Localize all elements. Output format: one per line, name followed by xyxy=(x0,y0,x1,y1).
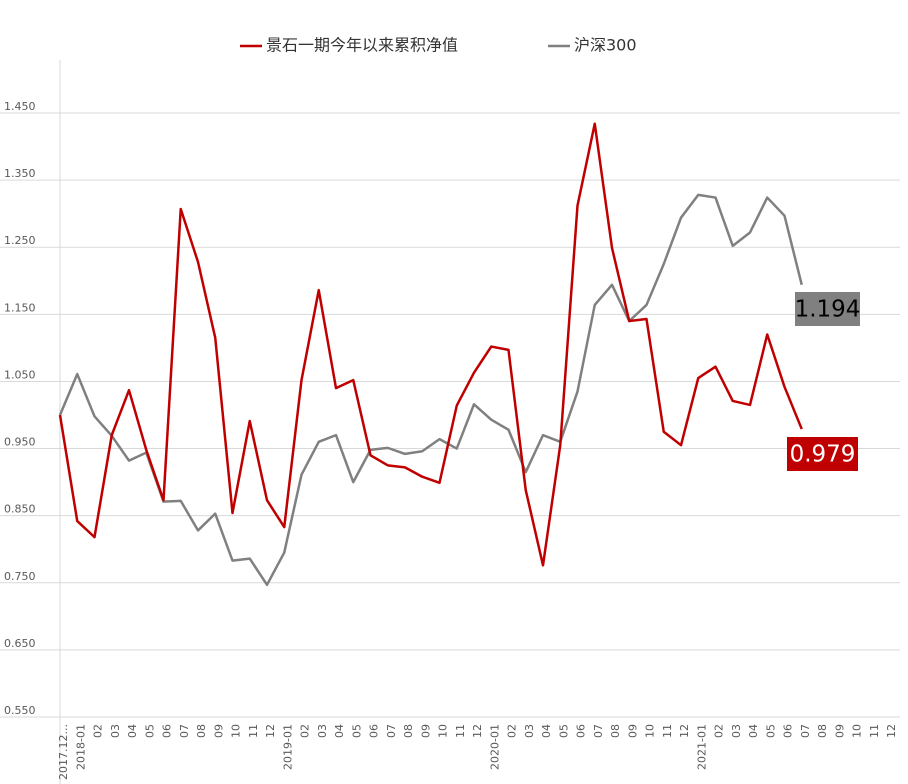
y-tick-label: 0.550 xyxy=(4,704,36,717)
x-tick-label: 08 xyxy=(195,724,208,738)
y-tick-label: 1.150 xyxy=(4,301,36,314)
x-tick-label: 07 xyxy=(592,724,605,738)
value-label-box xyxy=(795,292,860,326)
x-tick-label: 2019-01 xyxy=(281,724,294,770)
x-tick-label: 02 xyxy=(299,724,312,738)
x-tick-label: 04 xyxy=(540,724,553,738)
x-tick-label: 02 xyxy=(92,724,105,738)
y-tick-label: 1.250 xyxy=(4,234,36,247)
x-tick-label: 02 xyxy=(713,724,726,738)
y-tick-label: 0.750 xyxy=(4,570,36,583)
x-tick-label: 03 xyxy=(316,724,329,738)
x-tick-label: 10 xyxy=(230,724,243,738)
y-tick-label: 1.450 xyxy=(4,100,36,113)
x-tick-label: 02 xyxy=(506,724,519,738)
x-tick-label: 12 xyxy=(264,724,277,738)
x-tick-label: 03 xyxy=(523,724,536,738)
x-tick-label: 11 xyxy=(661,724,674,738)
x-tick-label: 08 xyxy=(816,724,829,738)
x-tick-label: 12 xyxy=(678,724,691,738)
x-tick-label: 06 xyxy=(575,724,588,738)
x-tick-label: 03 xyxy=(730,724,743,738)
value-label-box xyxy=(787,437,858,471)
line-series xyxy=(58,193,803,587)
y-tick-label: 1.050 xyxy=(4,368,36,381)
x-tick-label: 05 xyxy=(557,724,570,738)
y-tick-label: 0.650 xyxy=(4,637,36,650)
x-tick-label: 06 xyxy=(368,724,381,738)
x-tick-label: 09 xyxy=(212,724,225,738)
x-tick-label: 04 xyxy=(747,724,760,738)
x-tick-label: 2017.12... xyxy=(57,724,70,780)
x-tick-label: 12 xyxy=(471,724,484,738)
x-tick-label: 06 xyxy=(161,724,174,738)
legend-label: 沪深300 xyxy=(574,36,637,55)
x-tick-label: 06 xyxy=(782,724,795,738)
x-tick-label: 05 xyxy=(350,724,363,738)
x-tick-label: 11 xyxy=(247,724,260,738)
line-series xyxy=(58,122,803,567)
x-tick-label: 10 xyxy=(437,724,450,738)
x-tick-label: 2020-01 xyxy=(488,724,501,770)
x-tick-label: 08 xyxy=(609,724,622,738)
y-tick-label: 0.950 xyxy=(4,436,36,449)
x-tick-label: 09 xyxy=(626,724,639,738)
x-tick-label: 10 xyxy=(851,724,864,738)
value-label: 1.194 xyxy=(795,297,861,323)
legend-label: 景石一期今年以来累积净值 xyxy=(266,36,458,55)
x-tick-label: 07 xyxy=(385,724,398,738)
x-tick-label: 2021-01 xyxy=(695,724,708,770)
x-tick-label: 05 xyxy=(143,724,156,738)
x-tick-label: 08 xyxy=(402,724,415,738)
x-tick-label: 04 xyxy=(333,724,346,738)
x-tick-label: 09 xyxy=(833,724,846,738)
x-tick-label: 03 xyxy=(109,724,122,738)
value-label: 0.979 xyxy=(790,442,856,468)
x-tick-label: 04 xyxy=(126,724,139,738)
x-tick-label: 11 xyxy=(454,724,467,738)
x-tick-label: 12 xyxy=(885,724,898,738)
x-tick-label: 07 xyxy=(178,724,191,738)
y-tick-label: 0.850 xyxy=(4,503,36,516)
x-tick-label: 2018-01 xyxy=(74,724,87,770)
x-tick-label: 10 xyxy=(644,724,657,738)
x-tick-label: 07 xyxy=(799,724,812,738)
y-tick-label: 1.350 xyxy=(4,167,36,180)
x-tick-label: 11 xyxy=(868,724,881,738)
x-tick-label: 09 xyxy=(419,724,432,738)
x-tick-label: 05 xyxy=(764,724,777,738)
